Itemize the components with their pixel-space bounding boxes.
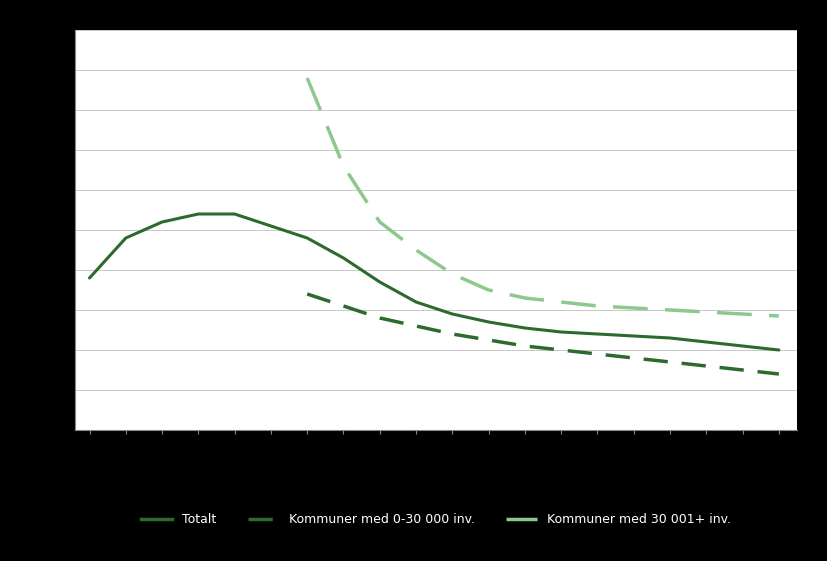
Legend: Totalt, Kommuner med 0-30 000 inv., Kommuner med 30 001+ inv.: Totalt, Kommuner med 0-30 000 inv., Komm… xyxy=(136,508,736,531)
